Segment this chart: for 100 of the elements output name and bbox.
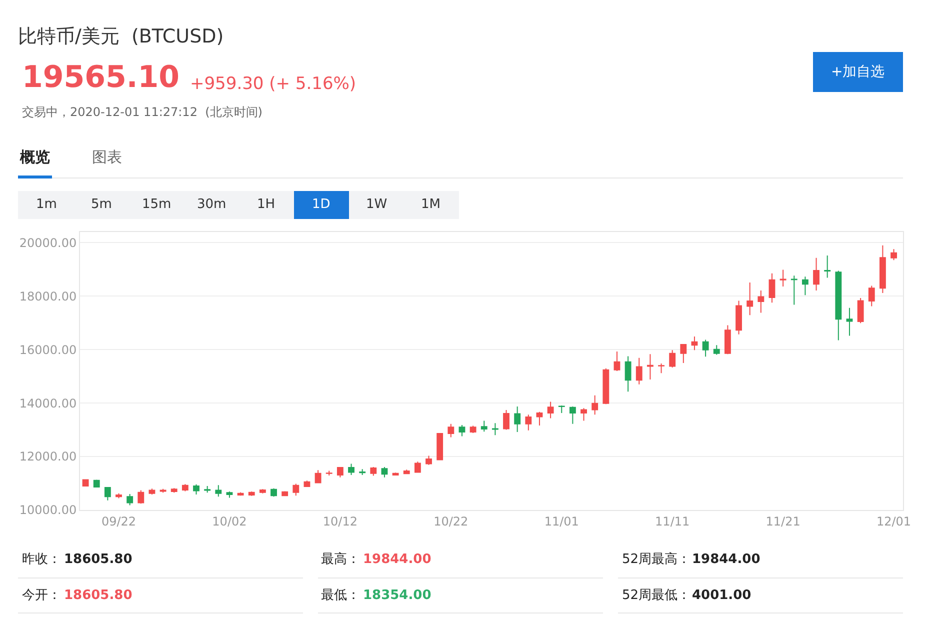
- candlestick: [669, 350, 676, 368]
- candlestick: [426, 455, 432, 466]
- candlestick: [636, 357, 642, 385]
- candlestick: [326, 470, 332, 476]
- candlestick: [691, 336, 698, 351]
- text: 交易中，2020-12-01 11:27:12 (北京时间): [22, 105, 262, 119]
- x-tick-label: 11/21: [766, 514, 800, 528]
- candlestick: [204, 485, 211, 494]
- candlestick: [259, 488, 266, 494]
- candlestick: [359, 468, 366, 476]
- candlestick: [736, 300, 742, 335]
- candlestick: [658, 363, 664, 374]
- candlestick: [746, 282, 754, 316]
- candlestick: [857, 298, 864, 324]
- candlestick: [503, 410, 510, 430]
- text: 1M: [421, 197, 440, 212]
- y-tick-label: 14000.00: [19, 396, 77, 410]
- candlestick: [592, 394, 598, 416]
- candlestick: [93, 479, 100, 488]
- candlestick: [780, 269, 786, 288]
- candlestick: [602, 368, 610, 405]
- candlestick: [835, 270, 842, 341]
- text: 18605.80: [64, 588, 132, 603]
- text: +加自选: [831, 64, 885, 80]
- candlestick: [104, 486, 111, 501]
- text: 52周最低：: [622, 588, 691, 603]
- text: 最高：: [321, 551, 360, 567]
- text: 1D: [312, 197, 330, 212]
- candlestick: [292, 483, 300, 496]
- candlestick: [492, 422, 498, 436]
- x-tick-label: 11/11: [655, 514, 690, 528]
- text: 4001.00: [692, 588, 752, 603]
- candlestick: [314, 470, 322, 484]
- candlestick: [448, 423, 454, 438]
- candlestick: [116, 492, 122, 499]
- candlestick: [624, 356, 632, 392]
- candlestick: [226, 491, 233, 498]
- candlestick: [768, 272, 776, 304]
- candlestick: [193, 484, 200, 495]
- candlestick: [569, 406, 576, 424]
- text: +959.30 (+ 5.16%): [190, 74, 356, 94]
- candlestick: [215, 484, 222, 498]
- candlestick: [525, 414, 532, 431]
- y-tick-label: 12000.00: [19, 450, 77, 464]
- candlestick: [270, 488, 277, 498]
- candlestick: [790, 275, 798, 306]
- candlestick: [713, 344, 720, 356]
- text: 最低：: [321, 588, 360, 603]
- x-tick-label: 09/22: [101, 514, 136, 528]
- text: 30m: [197, 197, 226, 212]
- candlestick: [802, 276, 808, 296]
- text: 19565.10: [22, 60, 180, 95]
- candlestick: [336, 466, 344, 478]
- y-tick-label: 18000.00: [19, 289, 77, 304]
- y-tick-label: 16000.00: [19, 342, 77, 357]
- candlestick: [470, 425, 476, 434]
- candlestick: [160, 488, 166, 494]
- candlestick: [580, 408, 587, 422]
- text: 1H: [257, 197, 276, 212]
- x-tick-label: 10/22: [434, 514, 468, 528]
- candlestick: [138, 490, 144, 504]
- candlestick: [458, 424, 466, 437]
- candlestick: [702, 339, 709, 358]
- candlestick: [614, 350, 620, 372]
- text: 1m: [36, 197, 57, 212]
- candlestick: [403, 469, 410, 475]
- candlestick: [170, 488, 178, 494]
- candlestick: [890, 248, 897, 261]
- candlestick: [846, 307, 853, 336]
- candlestick: [824, 255, 831, 278]
- x-tick-label: 10/02: [212, 514, 247, 528]
- candlestick: [680, 344, 687, 364]
- text: 今开：: [22, 588, 61, 603]
- candlestick: [414, 461, 421, 474]
- text: 图表: [92, 148, 122, 166]
- x-tick-label: 12/01: [876, 514, 912, 528]
- x-tick-label: 11/01: [544, 514, 579, 528]
- candlestick: [868, 285, 875, 307]
- candlestick: [182, 484, 188, 492]
- candlestick: [758, 290, 764, 314]
- candlestick: [547, 401, 554, 419]
- text: 19844.00: [692, 552, 760, 567]
- candlestick: [126, 493, 134, 506]
- text: 1W: [366, 197, 388, 212]
- candlestick: [370, 466, 377, 476]
- candlestick: [879, 244, 886, 294]
- text: 18354.00: [363, 588, 432, 603]
- candlestick: [348, 463, 354, 476]
- candlestick: [813, 257, 820, 292]
- candlestick: [536, 411, 543, 426]
- text: 15m: [142, 197, 172, 212]
- candlestick: [436, 432, 444, 461]
- candlestick: [480, 420, 488, 432]
- candlestick: [558, 404, 565, 414]
- x-tick-label: 10/12: [322, 514, 358, 528]
- text: 52周最高：: [622, 551, 691, 567]
- candlestick: [724, 324, 731, 355]
- candlestick: [646, 354, 654, 380]
- y-tick-label: 10000.00: [19, 503, 77, 518]
- text: 概览: [19, 148, 50, 166]
